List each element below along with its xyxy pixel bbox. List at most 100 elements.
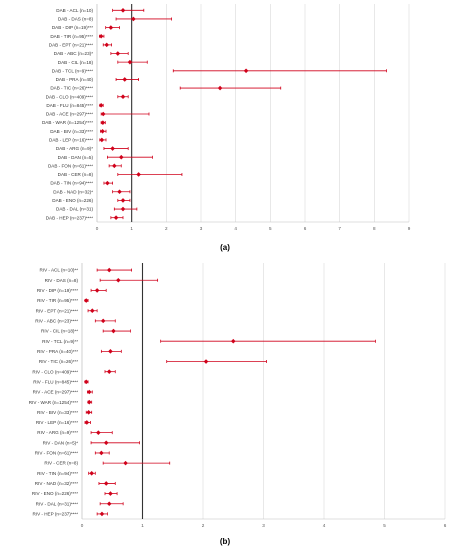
plot-b-point-estimate bbox=[100, 318, 106, 324]
plot-b-point-estimate bbox=[83, 379, 89, 385]
plot-b-x-tick-label: 5 bbox=[383, 523, 386, 528]
plot-a-point-estimate bbox=[104, 42, 110, 48]
plot-a-category-label: DAB - NAD (n=32)* bbox=[53, 189, 93, 194]
plot-b-point-estimate bbox=[99, 511, 105, 517]
plot-b-point-estimate bbox=[89, 470, 94, 476]
plot-a-x-tick-label: 3 bbox=[200, 226, 203, 231]
panel-b-caption: (b) bbox=[219, 537, 231, 546]
plot-b-point-estimate bbox=[94, 288, 100, 293]
plot-b-point-estimate bbox=[86, 399, 92, 405]
plot-b-point-estimate bbox=[106, 501, 112, 507]
plot-b-point-estimate bbox=[86, 389, 92, 395]
plot-a-category-label: DAB - CER (n=8) bbox=[58, 172, 94, 177]
plot-a-category-label: DAB - DAS (n=8) bbox=[58, 17, 94, 22]
plot-b-category-label: RIV - DIP (n=19)**** bbox=[37, 288, 78, 293]
plot-a-x-tick-label: 4 bbox=[234, 226, 237, 231]
plot-b-category-label: RIV - ACL (n=10)** bbox=[39, 268, 78, 273]
plot-b-point-estimate bbox=[108, 349, 113, 354]
plot-a-category-label: DAB - DAN (n=5) bbox=[58, 155, 94, 160]
plot-b-point-estimate bbox=[103, 440, 109, 446]
panel-a-caption: (a) bbox=[220, 243, 230, 252]
plot-b-point-estimate bbox=[103, 481, 109, 486]
plot-a-point-estimate bbox=[120, 94, 126, 100]
plot-b-category-label: RIV - PRA (n=40)*** bbox=[37, 349, 78, 354]
plot-b-category-label: RIV - DAL (n=31)**** bbox=[36, 501, 79, 506]
plot-b-category-label: RIV - BIV (n=33)**** bbox=[37, 410, 78, 415]
plot-b-point-estimate bbox=[123, 460, 128, 466]
plot-b-category-label: RIV - ACE (n=297)**** bbox=[33, 390, 79, 395]
plot-b-point-estimate bbox=[86, 410, 91, 415]
plot-b-category-label: RIV - DAS (n=8) bbox=[45, 278, 79, 283]
plot-b-x-tick-label: 3 bbox=[262, 523, 265, 528]
plot-a-point-estimate bbox=[118, 154, 124, 160]
plot-b-x-tick-label: 4 bbox=[323, 523, 326, 528]
plot-a-category-label: DAB - FON (n=61)**** bbox=[48, 163, 93, 168]
plot-a-x-tick-label: 5 bbox=[269, 226, 272, 231]
plot-a-x-tick-label: 1 bbox=[130, 226, 133, 231]
plot-a-x-tick-label: 6 bbox=[304, 226, 307, 231]
plot-a-x-tick-label: 2 bbox=[165, 226, 168, 231]
plot-a-category-label: DAB - CIL (n=18) bbox=[58, 60, 94, 65]
plot-b-category-label: RIV - CIL (n=18)** bbox=[41, 329, 78, 334]
plot-a-point-estimate bbox=[120, 198, 126, 203]
plot-b-category-label: RIV - LEP (n=16)**** bbox=[36, 420, 78, 425]
plot-b-x-tick-label: 2 bbox=[202, 523, 205, 528]
plot-a-category-label: DAB - TIC (n=26)**** bbox=[50, 86, 93, 91]
plot-b-category-label: RIV - DAN (n=5)* bbox=[43, 440, 79, 445]
plot-b-x-tick-label: 0 bbox=[81, 523, 84, 528]
plot-a-point-estimate bbox=[100, 128, 105, 134]
plot-a-point-estimate bbox=[136, 172, 141, 177]
plot-a-category-label: DAB - LEP (n=16)**** bbox=[49, 138, 93, 143]
plot-b-point-estimate bbox=[84, 420, 90, 425]
plot-b-category-label: RIV - TIN (n=94)**** bbox=[37, 471, 78, 476]
plot-a-point-estimate bbox=[243, 68, 249, 74]
plot-a-category-label: DAB - ARG (n=9)* bbox=[56, 146, 93, 151]
plot-a-category-label: DAB - ENO (n=226) bbox=[52, 198, 93, 203]
plot-a-point-estimate bbox=[120, 206, 126, 212]
plot-a-category-label: DAB - TIN (n=94)**** bbox=[50, 181, 93, 186]
plot-a-category-label: DAB - CLO (n=409)**** bbox=[46, 94, 94, 99]
plot-a-point-estimate bbox=[105, 180, 110, 186]
plot-b-category-label: RIV - CER (n=8) bbox=[44, 461, 78, 466]
plot-a-point-estimate bbox=[98, 103, 104, 108]
plot-a-point-estimate bbox=[99, 137, 105, 143]
plot-b-point-estimate bbox=[106, 267, 112, 273]
plot-a-point-estimate bbox=[113, 215, 119, 220]
plot-b-point-estimate bbox=[116, 277, 121, 283]
plot-b-x-tick-label: 1 bbox=[141, 523, 144, 528]
plot-a-x-tick-label: 9 bbox=[408, 226, 411, 231]
plot-a-point-estimate bbox=[112, 163, 117, 169]
plot-a-x-tick-label: 0 bbox=[96, 226, 99, 231]
plot-a-category-label: DAB - ABC (n=23)* bbox=[54, 51, 93, 56]
plot-a-point-estimate bbox=[108, 25, 114, 30]
plot-b-category-label: RIV - WAR (n=1254)**** bbox=[29, 400, 78, 405]
plot-b-category-label: RIV - FON (n=61)**** bbox=[35, 451, 78, 456]
plot-b-x-tick-label: 6 bbox=[444, 523, 447, 528]
plot-a-point-estimate bbox=[127, 59, 133, 65]
forest-plot-a-canvas: 0 1 2 3 4 5 6 7 8 9 DAB - ACL (n=10) DAB - DAS (n=8… bbox=[42, 4, 411, 231]
plot-a-category-label: DAB - FLU (n=845)**** bbox=[46, 103, 93, 108]
plot-a-category-label: DAB - ACL (n=10) bbox=[56, 8, 93, 13]
plot-a-point-estimate bbox=[131, 16, 136, 22]
forest-plot-b: 0 1 2 3 4 5 6 RIV - ACL (n=10)** RIV - DAS (n=8)… bbox=[0, 262, 450, 550]
plot-a-point-estimate bbox=[120, 8, 126, 13]
plot-b-point-estimate bbox=[99, 450, 104, 456]
plot-b-category-label: RIV - ENO (n=226)**** bbox=[32, 491, 78, 496]
plot-b-point-estimate bbox=[106, 369, 112, 374]
plot-b-point-estimate bbox=[89, 308, 95, 314]
plot-b-category-label: RIV - FLU (n=845)**** bbox=[33, 379, 78, 384]
plot-b-category-label: RIV - CLO (n=409)**** bbox=[32, 369, 78, 374]
plot-a-point-estimate bbox=[217, 85, 223, 91]
plot-b-point-estimate bbox=[111, 328, 116, 334]
plot-b-category-label: RIV - ABC (n=23)**** bbox=[35, 318, 78, 323]
plot-a-category-label: DAB - HEP (n=237)**** bbox=[46, 215, 93, 220]
plot-b-category-label: RIV - HEP (n=237)**** bbox=[33, 512, 79, 517]
plot-b-category-label: RIV - TIR (n=95)**** bbox=[37, 298, 78, 303]
plot-a-point-estimate bbox=[98, 33, 104, 39]
plot-a-category-label: DAB - EPT (n=21)**** bbox=[49, 42, 93, 47]
plot-a-point-estimate bbox=[110, 146, 115, 151]
plot-a-point-estimate bbox=[100, 120, 106, 125]
plot-a-point-estimate bbox=[100, 111, 106, 117]
plot-b-point-estimate bbox=[108, 491, 113, 496]
plot-b-point-estimate bbox=[203, 359, 209, 364]
